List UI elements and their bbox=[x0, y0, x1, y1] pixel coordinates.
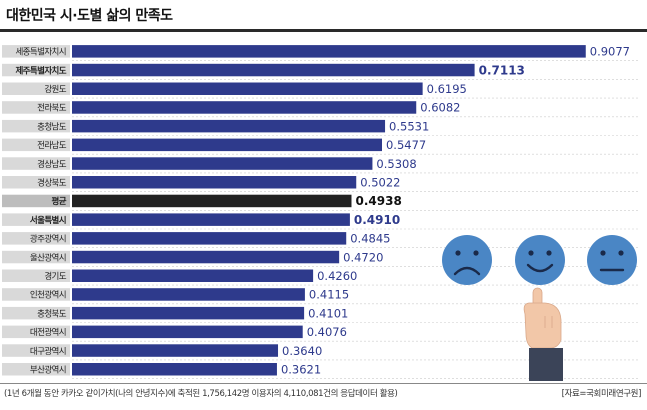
category-chip bbox=[2, 213, 70, 226]
category-label: 충청북도 bbox=[37, 309, 67, 319]
bar bbox=[72, 288, 305, 301]
bar bbox=[72, 176, 357, 189]
bar bbox=[72, 119, 386, 133]
category-chip bbox=[2, 194, 70, 208]
category-label: 강원도 bbox=[44, 84, 66, 95]
bar bbox=[72, 45, 586, 58]
bar bbox=[72, 232, 347, 245]
value-labels: 0.9077 0.7113 0.6195 0.6082 0.5531 0.5477 0.53… bbox=[281, 45, 630, 377]
category-label: 평균 bbox=[52, 196, 67, 207]
value-label: 0.5308 bbox=[376, 157, 416, 171]
category-chip bbox=[2, 82, 70, 95]
bar bbox=[72, 325, 303, 339]
footer-divider bbox=[0, 383, 647, 384]
bar bbox=[72, 194, 352, 208]
category-label: 경상북도 bbox=[37, 178, 67, 189]
bar bbox=[72, 344, 279, 357]
bar bbox=[72, 213, 350, 226]
value-label: 0.4720 bbox=[343, 250, 383, 264]
value-label: 0.4076 bbox=[307, 325, 347, 339]
category-chip bbox=[2, 138, 70, 152]
value-label: 0.5531 bbox=[389, 119, 429, 133]
value-label: 0.7113 bbox=[479, 63, 525, 77]
category-chip bbox=[2, 119, 70, 133]
value-label: 0.6082 bbox=[420, 101, 460, 115]
value-label: 0.3640 bbox=[282, 344, 322, 358]
value-label: 0.6195 bbox=[427, 82, 467, 96]
category-label: 서울특별시 bbox=[30, 215, 66, 226]
category-labels: 세종특별자치시제주특별자치도강원도전라북도충청남도전라남도경상남도경상북도평균서… bbox=[0, 36, 72, 379]
value-label: 0.4260 bbox=[317, 269, 357, 283]
category-label: 대구광역시 bbox=[30, 346, 66, 357]
bar bbox=[72, 82, 423, 95]
category-chip bbox=[2, 288, 70, 301]
category-chip bbox=[2, 157, 70, 170]
category-label: 인천광역시 bbox=[30, 290, 66, 301]
value-label: 0.5477 bbox=[386, 138, 426, 152]
category-label: 제주특별자치도 bbox=[15, 65, 66, 76]
value-label: 0.9077 bbox=[590, 45, 630, 59]
bar bbox=[72, 363, 277, 376]
emoji-icons bbox=[442, 235, 637, 381]
value-label: 0.4845 bbox=[350, 232, 390, 246]
value-label: 0.4115 bbox=[309, 288, 349, 302]
bar bbox=[72, 269, 314, 282]
bar bbox=[72, 101, 417, 114]
category-label: 경기도 bbox=[44, 271, 66, 282]
bars bbox=[72, 45, 586, 376]
bar bbox=[72, 157, 373, 170]
category-label: 부산광역시 bbox=[30, 365, 66, 376]
bar bbox=[72, 138, 382, 152]
category-chip bbox=[2, 306, 70, 320]
category-label: 대전광역시 bbox=[30, 327, 66, 338]
bar-chart: 세종특별자치시제주특별자치도강원도전라북도충청남도전라남도경상남도경상북도평균서… bbox=[0, 36, 638, 381]
category-chip bbox=[2, 63, 70, 77]
value-label: 0.3621 bbox=[281, 363, 321, 377]
bar bbox=[72, 250, 340, 264]
bar bbox=[72, 63, 475, 77]
category-chip bbox=[2, 176, 70, 189]
category-chip bbox=[2, 250, 70, 264]
category-label: 울산광역시 bbox=[30, 252, 66, 263]
category-label: 전라남도 bbox=[37, 140, 67, 151]
sad-face-icon bbox=[442, 235, 492, 285]
category-label: 광주광역시 bbox=[30, 234, 66, 245]
neutral-face-icon bbox=[587, 235, 637, 285]
category-chip bbox=[2, 363, 70, 376]
pointing-hand-icon bbox=[523, 287, 563, 381]
chart-title: 대한민국 시·도별 삶의 만족도 bbox=[6, 8, 173, 24]
category-chip bbox=[2, 269, 70, 282]
value-label: 0.4910 bbox=[354, 213, 400, 227]
category-chip bbox=[2, 101, 70, 114]
source-credit: [자료=국회미래연구원] bbox=[561, 389, 642, 399]
value-label: 0.4101 bbox=[308, 306, 348, 320]
category-label: 전라북도 bbox=[37, 103, 67, 114]
category-chip bbox=[2, 232, 70, 245]
category-chip bbox=[2, 344, 70, 357]
bar bbox=[72, 306, 305, 320]
title-divider bbox=[0, 29, 647, 32]
category-label: 세종특별자치시 bbox=[15, 47, 66, 58]
happy-face-icon bbox=[515, 235, 565, 285]
footnote: (1년 6개월 동안 카카오 같이가치(나의 안녕지수)에 축적된 1,756,… bbox=[4, 389, 398, 399]
category-chip bbox=[2, 45, 70, 58]
value-label: 0.5022 bbox=[360, 176, 400, 190]
category-label: 경상남도 bbox=[37, 159, 67, 170]
category-label: 충청남도 bbox=[37, 122, 67, 132]
value-label: 0.4938 bbox=[355, 194, 401, 208]
category-chip bbox=[2, 325, 70, 339]
